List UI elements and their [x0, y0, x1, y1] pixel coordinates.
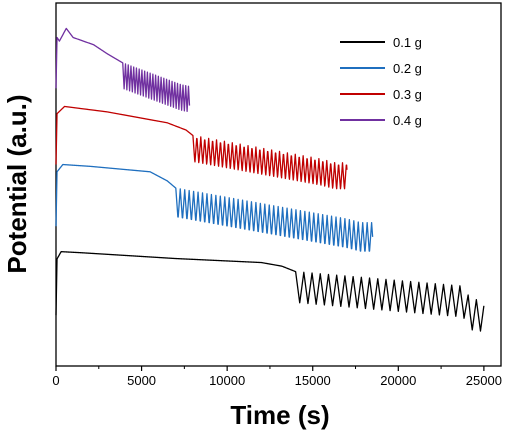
- x-tick-label: 10000: [209, 373, 245, 388]
- x-axis-title: Time (s): [230, 400, 329, 430]
- series-line: [55, 105, 348, 190]
- x-tick-label: 20000: [380, 373, 416, 388]
- x-tick-label: 25000: [466, 373, 502, 388]
- legend-label: 0.4 g: [393, 113, 422, 128]
- series-line: [55, 251, 485, 332]
- plot-frame: [55, 2, 502, 367]
- x-tick-label: 0: [52, 373, 59, 388]
- legend-label: 0.1 g: [393, 35, 422, 50]
- x-tick-label: 5000: [127, 373, 156, 388]
- legend-label: 0.3 g: [393, 87, 422, 102]
- series-line: [55, 163, 374, 252]
- series-line: [55, 27, 191, 113]
- x-tick-label: 15000: [295, 373, 331, 388]
- series-layer: [55, 27, 485, 332]
- x-axis: 0 5000 10000 15000 20000 25000: [52, 366, 502, 388]
- legend: 0.1 g 0.2 g 0.3 g 0.4 g: [340, 35, 422, 128]
- legend-label: 0.2 g: [393, 61, 422, 76]
- y-axis-title: Potential (a.u.): [2, 94, 32, 273]
